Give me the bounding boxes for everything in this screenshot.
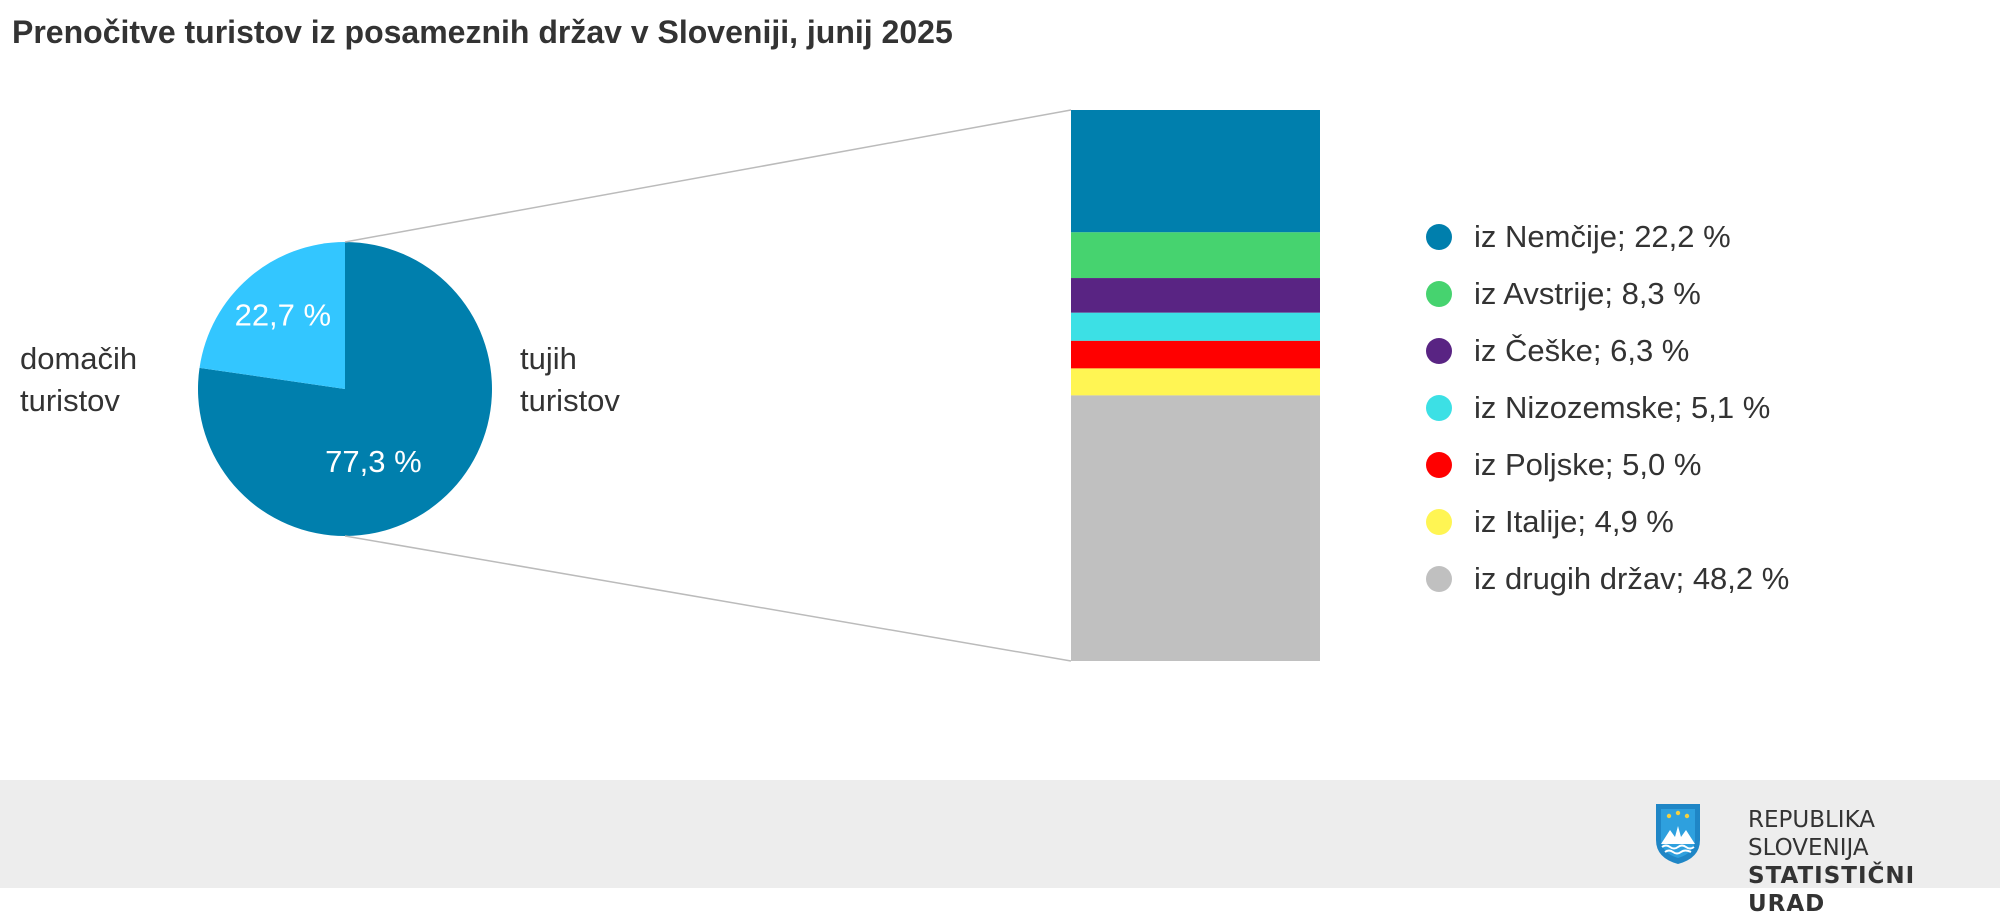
legend-marker	[1426, 451, 1452, 478]
organization-name: REPUBLIKA SLOVENIJA STATISTIČNI URAD	[1748, 806, 2000, 918]
legend-item: iz Nizozemske; 5,1 %	[1426, 379, 1789, 436]
coat-of-arms-icon	[1656, 804, 1700, 864]
legend-label: iz drugih držav; 48,2 %	[1474, 560, 1790, 596]
foreign-label-line2: turistov	[520, 383, 620, 418]
bar-segment-iz-avstrije	[1071, 232, 1320, 279]
org-line2: STATISTIČNI URAD	[1748, 863, 1916, 917]
bar-segment-iz-češke	[1071, 278, 1320, 313]
legend-marker	[1426, 280, 1452, 307]
legend-marker	[1426, 508, 1452, 535]
legend-label: iz Češke; 6,3 %	[1474, 332, 1690, 368]
connector-line-bottom	[344, 535, 1072, 662]
domestic-tourists-label: domačih turistov	[20, 338, 137, 422]
legend-item: iz Avstrije; 8,3 %	[1426, 265, 1789, 322]
bar-segment-iz-drugih-držav	[1071, 395, 1320, 661]
legend-item: iz Poljske; 5,0 %	[1426, 436, 1789, 493]
footer: REPUBLIKA SLOVENIJA STATISTIČNI URAD	[0, 780, 2000, 917]
legend-label: iz Nizozemske; 5,1 %	[1474, 389, 1771, 425]
domestic-label-line2: turistov	[20, 383, 120, 418]
legend-label: iz Avstrije; 8,3 %	[1474, 275, 1701, 311]
pie-slice-domestic	[199, 242, 345, 389]
pie-label-foreign: 77,3 %	[325, 444, 422, 479]
foreign-label-line1: tujih	[520, 341, 577, 376]
legend-marker	[1426, 223, 1452, 250]
connector-line-top	[344, 109, 1072, 243]
chart-canvas: 22,7 % 77,3 %	[198, 109, 1320, 662]
bar-segment-iz-nizozemske	[1071, 312, 1320, 341]
legend-marker	[1426, 394, 1452, 421]
legend-item: iz Nemčije; 22,2 %	[1426, 208, 1789, 265]
bar-segment-iz-italije	[1071, 368, 1320, 396]
pie-label-domestic: 22,7 %	[235, 297, 332, 332]
domestic-label-line1: domačih	[20, 341, 138, 376]
bar-segment-iz-nemčije	[1071, 110, 1320, 233]
org-line1: REPUBLIKA SLOVENIJA	[1748, 807, 1876, 861]
legend-label: iz Italije; 4,9 %	[1474, 503, 1674, 539]
legend: iz Nemčije; 22,2 % iz Avstrije; 8,3 % iz Č…	[1426, 208, 1789, 607]
chart-title: Prenočitve turistov iz posameznih držav …	[12, 14, 953, 50]
bar-segment-iz-poljske	[1071, 340, 1320, 369]
legend-marker	[1426, 565, 1452, 592]
legend-item: iz drugih držav; 48,2 %	[1426, 550, 1789, 607]
legend-marker	[1426, 337, 1452, 364]
legend-label: iz Nemčije; 22,2 %	[1474, 218, 1731, 254]
legend-label: iz Poljske; 5,0 %	[1474, 446, 1702, 482]
legend-item: iz Italije; 4,9 %	[1426, 493, 1789, 550]
foreign-tourists-label: tujih turistov	[520, 338, 620, 422]
legend-item: iz Češke; 6,3 %	[1426, 322, 1789, 379]
